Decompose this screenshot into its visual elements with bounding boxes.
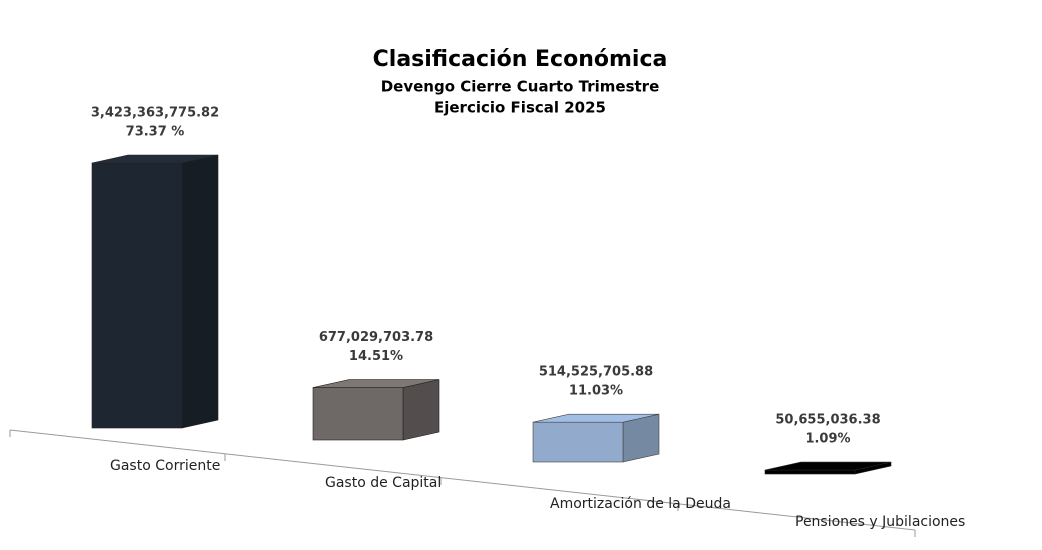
value-label: 3,423,363,775.82: [91, 106, 219, 121]
bar-front: [764, 469, 856, 475]
bar-top: [764, 461, 892, 471]
bar: [532, 413, 660, 463]
bar-front: [91, 162, 183, 429]
share-label: 1.09%: [805, 432, 850, 447]
floor-axis: [9, 429, 916, 537]
x-tick-label: Gasto Corriente: [110, 458, 220, 474]
chart-subtitle: Devengo Cierre Cuarto Trimestre: [381, 78, 660, 96]
share-label: 14.51%: [349, 349, 403, 364]
chart-title: Clasificación Económica: [373, 47, 668, 72]
x-tick-label: Gasto de Capital: [325, 475, 441, 491]
bar: [91, 154, 219, 429]
bar: [312, 379, 440, 441]
bar-front: [532, 421, 624, 463]
share-label: 73.37 %: [126, 125, 185, 140]
value-label: 514,525,705.88: [539, 365, 653, 380]
value-label: 50,655,036.38: [775, 413, 880, 428]
chart-subtitle: Ejercicio Fiscal 2025: [434, 99, 606, 117]
bar-side: [622, 413, 660, 463]
x-tick-label: Amortización de la Deuda: [550, 496, 731, 512]
bar-side: [402, 379, 440, 441]
value-label: 677,029,703.78: [319, 330, 433, 345]
bar-top: [312, 379, 440, 388]
bar-front: [312, 387, 404, 441]
x-tick-label: Pensiones y Jubilaciones: [795, 514, 965, 530]
bar-top: [91, 154, 219, 164]
bar-top: [532, 413, 660, 423]
share-label: 11.03%: [569, 384, 623, 399]
bar-side: [181, 154, 219, 429]
bar: [764, 461, 892, 475]
